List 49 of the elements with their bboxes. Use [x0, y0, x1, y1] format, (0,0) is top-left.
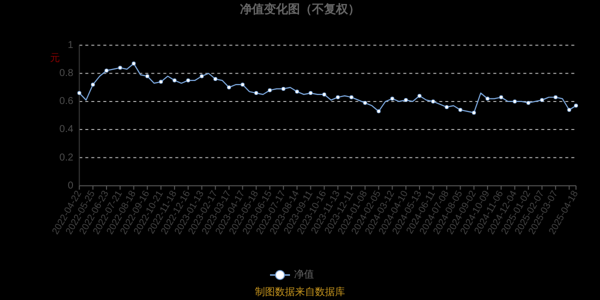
y-tick-label: 1 [68, 40, 74, 51]
point [390, 96, 394, 101]
point [431, 99, 436, 104]
point [472, 110, 476, 115]
point [574, 104, 578, 108]
legend-label: 净值 [294, 268, 314, 281]
y-tick-label: 0.6 [59, 96, 74, 108]
y-tick-label: 0.4 [59, 124, 74, 136]
legend: 净值 [270, 270, 314, 281]
point [200, 74, 204, 78]
text: 制图数据来自数据库 [255, 286, 345, 298]
point [104, 68, 109, 73]
point [404, 98, 408, 102]
point [499, 95, 504, 100]
point [281, 86, 286, 91]
y-axis-title: 元 [50, 53, 60, 64]
point [322, 92, 326, 96]
point [554, 95, 558, 100]
point [349, 95, 354, 100]
point [363, 100, 368, 105]
point [254, 91, 258, 96]
point [132, 62, 136, 66]
y-tick-label: 0.8 [59, 68, 74, 80]
y-tick-label: 0.2 [59, 152, 74, 164]
point [295, 90, 300, 94]
point [567, 108, 572, 112]
point [458, 108, 462, 112]
point [526, 100, 530, 105]
point [186, 78, 190, 82]
point [172, 78, 177, 82]
point [486, 96, 490, 101]
point [336, 95, 340, 100]
point [90, 82, 95, 87]
point [268, 88, 272, 92]
chart-title: 净值变化图（不复权） [240, 2, 360, 16]
point [145, 74, 150, 78]
point [158, 80, 163, 84]
point [226, 85, 231, 90]
point [118, 66, 122, 70]
point [512, 99, 517, 104]
point [444, 105, 449, 110]
point [240, 82, 245, 87]
point [540, 98, 544, 102]
point [77, 91, 82, 96]
point [308, 91, 313, 96]
y-tick-label: 0 [68, 180, 74, 192]
point [376, 109, 381, 114]
point [213, 76, 218, 81]
point [418, 94, 422, 98]
